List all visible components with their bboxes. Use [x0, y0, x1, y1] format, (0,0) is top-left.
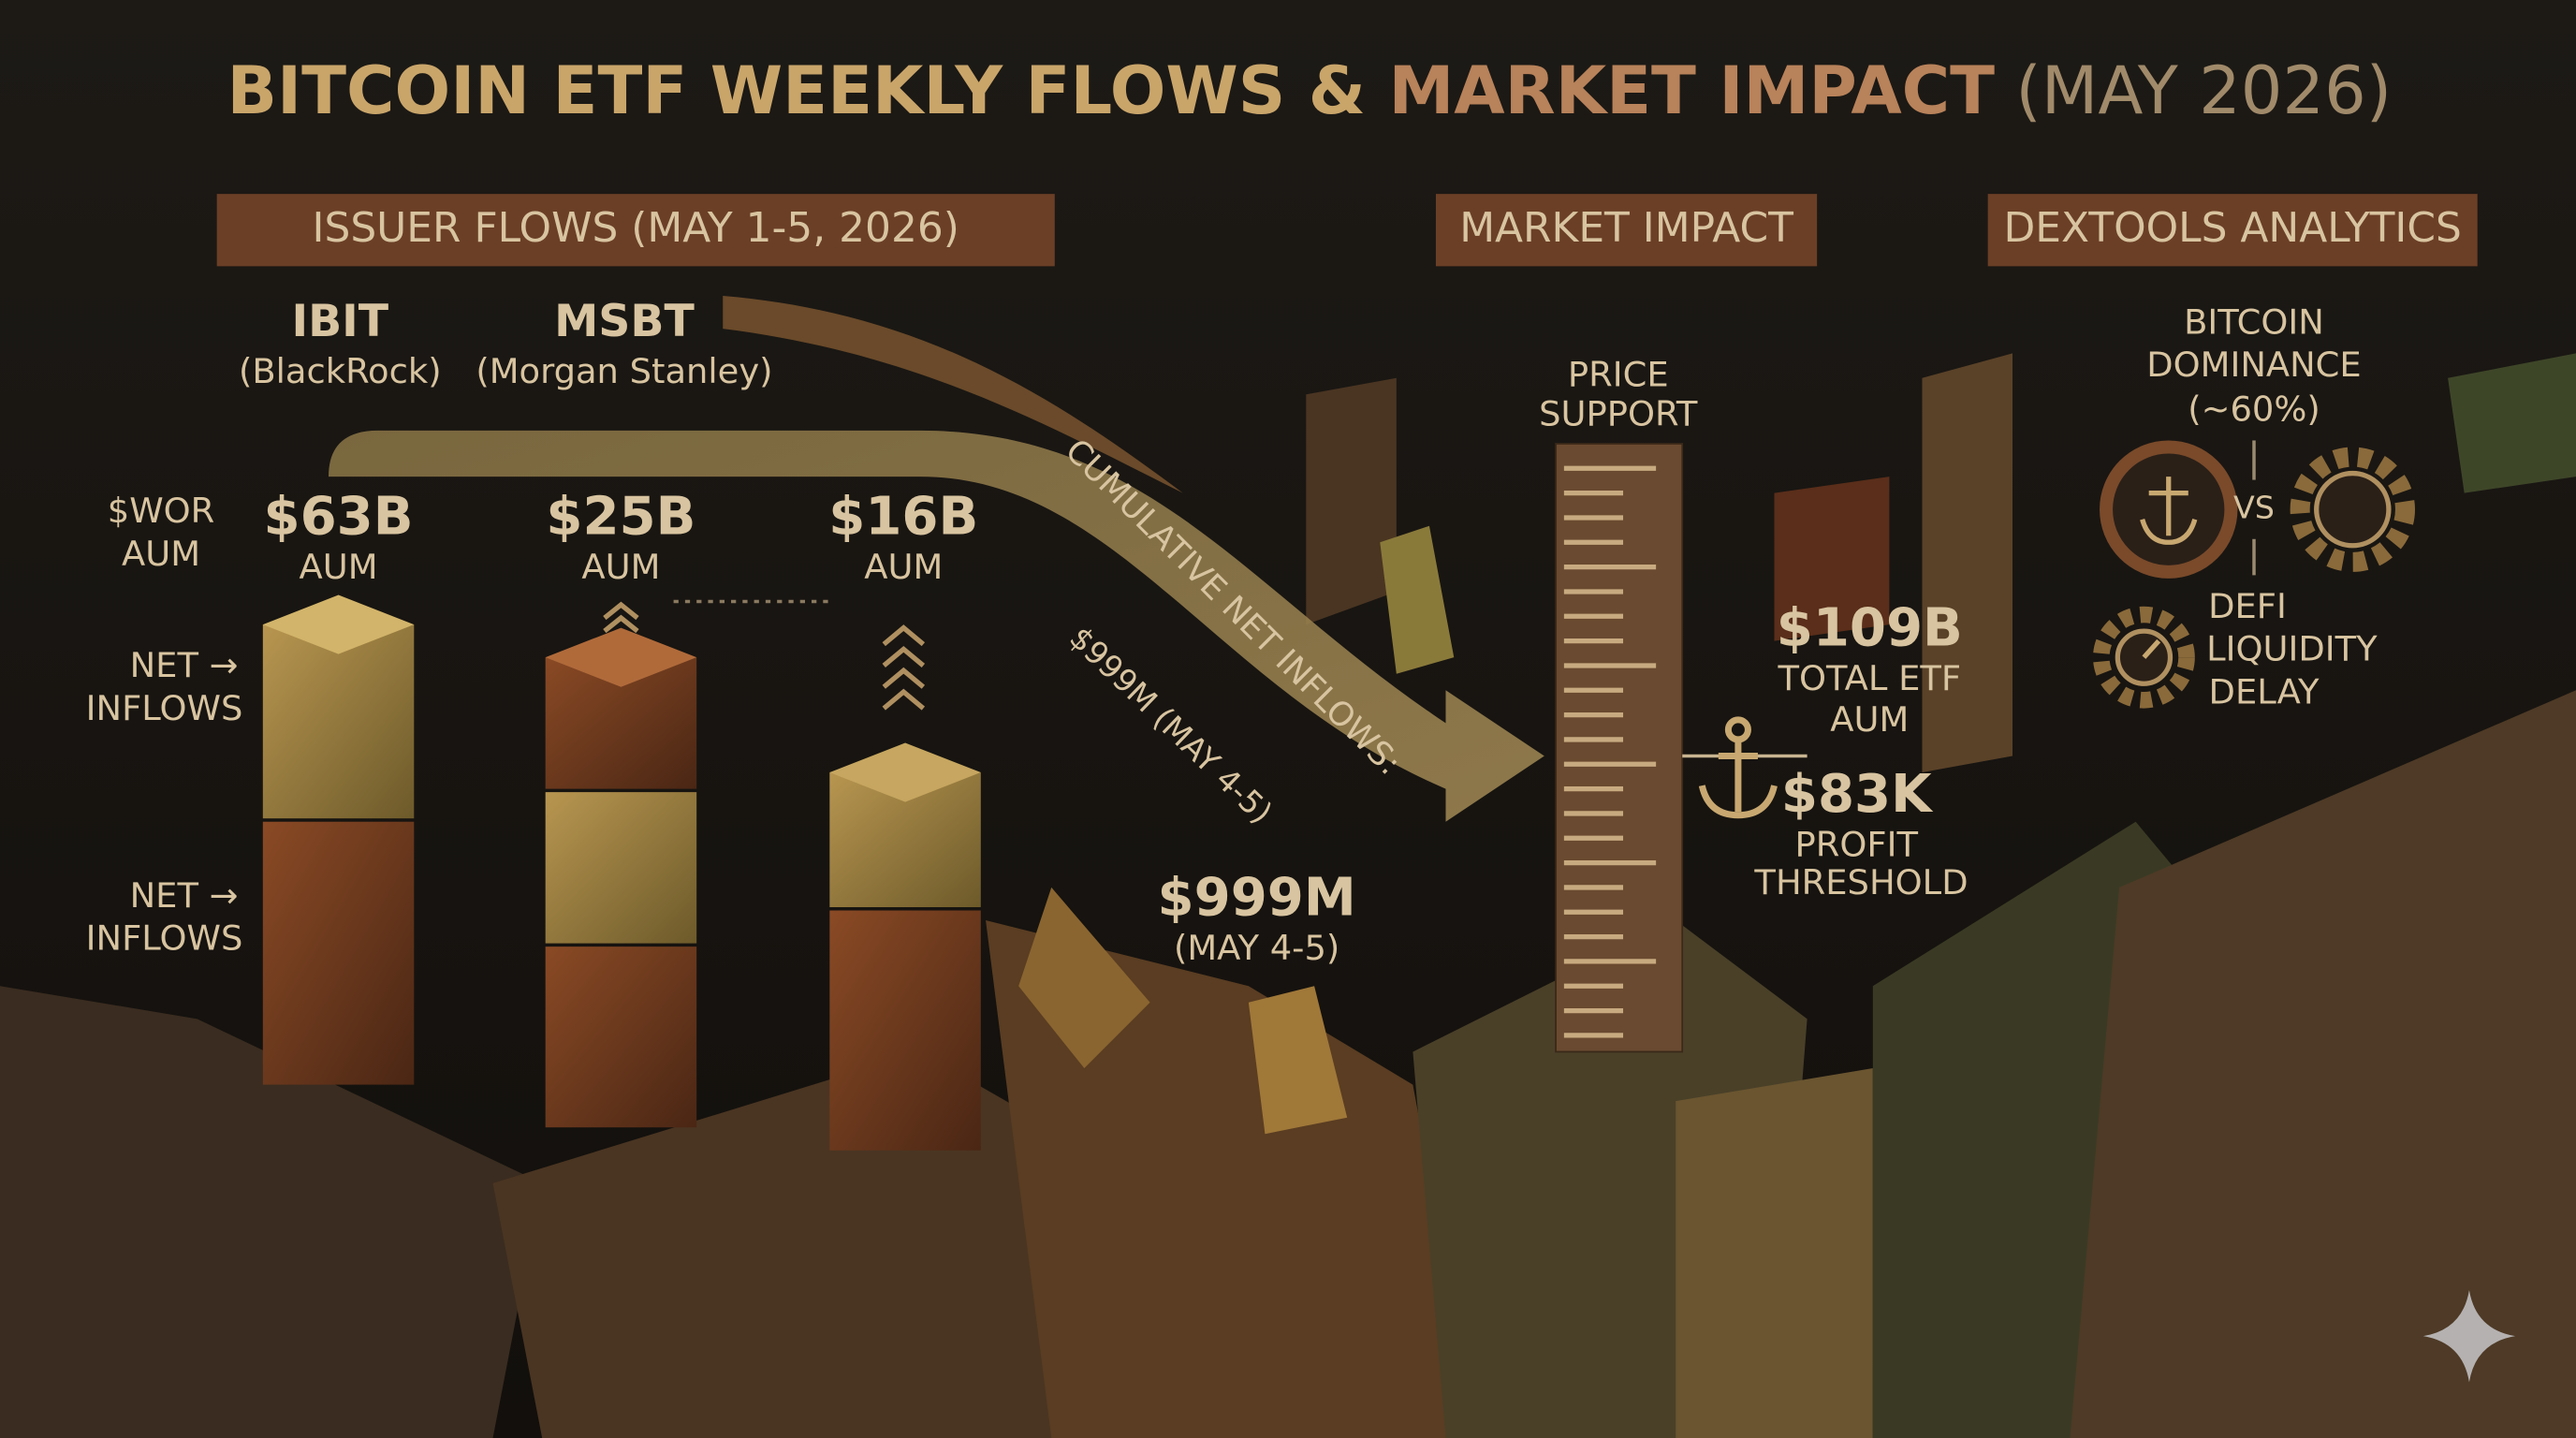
- rock: [986, 920, 1479, 1438]
- aum-value: $16B: [828, 486, 978, 547]
- anchor-icon: [1698, 716, 1778, 819]
- aum-unit: AUM: [864, 547, 943, 587]
- dominance-label: DOMINANCE: [2146, 345, 2361, 385]
- chevrons: [882, 624, 926, 711]
- dominance-label: (~60%): [2188, 389, 2320, 429]
- row-label: INFLOWS: [86, 688, 243, 728]
- aum-unit: AUM: [581, 547, 660, 587]
- price-support-label: SUPPORT: [1539, 394, 1698, 434]
- ruler-ticks: [1563, 465, 1657, 1038]
- rock: [1676, 1068, 1873, 1438]
- flow-swirl: [723, 295, 1183, 493]
- section-header: DEXTOOLS ANALYTICS: [2004, 204, 2462, 252]
- gear-icon: [2093, 606, 2195, 709]
- defi-label: DEFI: [2208, 586, 2287, 626]
- bar-block: [545, 792, 697, 944]
- issuer-name: (Morgan Stanley): [476, 351, 772, 391]
- row-label: INFLOWS: [86, 918, 243, 959]
- row-label: $WOR: [108, 491, 215, 531]
- profit-label: THRESHOLD: [1753, 862, 1968, 902]
- title-part: BITCOIN ETF WEEKLY FLOWS &: [227, 52, 1388, 129]
- gear-icon: [2290, 447, 2415, 572]
- rock: [1922, 353, 2012, 773]
- dominance-label: BITCOIN: [2184, 301, 2324, 342]
- profit-value: $83K: [1781, 764, 1934, 825]
- rock: [2070, 690, 2576, 1438]
- row-label: AUM: [122, 534, 200, 574]
- total-aum-value: $109B: [1777, 598, 1963, 659]
- title-part: MARKET IMPACT: [1388, 52, 1995, 129]
- bar-block: [545, 946, 697, 1128]
- aum-value: $25B: [546, 486, 695, 547]
- section-header: ISSUER FLOWS (MAY 1-5, 2026): [313, 204, 959, 252]
- aum-value: $63B: [264, 486, 414, 547]
- crystal: [1248, 986, 1348, 1135]
- chevrons: [603, 601, 639, 634]
- rock: [492, 1051, 1150, 1438]
- total-aum-label: AUM: [1830, 699, 1909, 740]
- bar-block: [262, 624, 415, 819]
- bar-block: [262, 821, 415, 1085]
- row-label: NET →: [130, 645, 239, 685]
- flow-arrow: [329, 430, 1544, 822]
- crystal: [1380, 525, 1455, 674]
- defi-label: LIQUIDITY: [2206, 629, 2378, 669]
- title: BITCOIN ETF WEEKLY FLOWS & MARKET IMPACT…: [227, 52, 2392, 129]
- versus: VS: [2233, 490, 2275, 526]
- section-header-bg: [216, 194, 1055, 267]
- sparkle-icon: [2422, 1290, 2516, 1383]
- aum-unit: AUM: [300, 547, 378, 587]
- bar-block: [829, 910, 981, 1151]
- rock: [0, 986, 543, 1438]
- cumulative-period: (MAY 4-5): [1174, 928, 1339, 968]
- section-header: MARKET IMPACT: [1459, 204, 1793, 252]
- anchor-gauge-icon: [2100, 440, 2238, 579]
- issuer-ticker: MSBT: [554, 296, 695, 347]
- rock: [1306, 377, 1397, 625]
- total-aum-label: TOTAL ETF: [1777, 658, 1961, 698]
- profit-label: PROFIT: [1795, 825, 1919, 865]
- section-header-bg: [1435, 194, 1818, 267]
- section-header-bg: [1987, 194, 2478, 267]
- row-label: NET →: [130, 875, 239, 916]
- issuer-ticker: IBIT: [291, 296, 388, 347]
- price-ruler: [1555, 443, 1684, 1053]
- rock: [2448, 353, 2576, 493]
- issuer-name: (BlackRock): [239, 351, 442, 391]
- cumulative-value: $999M: [1158, 868, 1356, 929]
- defi-label: DELAY: [2209, 671, 2320, 712]
- crystal: [1018, 887, 1150, 1069]
- title-part: (MAY 2026): [1995, 52, 2392, 129]
- rock: [1774, 477, 1890, 641]
- price-support-label: PRICE: [1568, 354, 1669, 394]
